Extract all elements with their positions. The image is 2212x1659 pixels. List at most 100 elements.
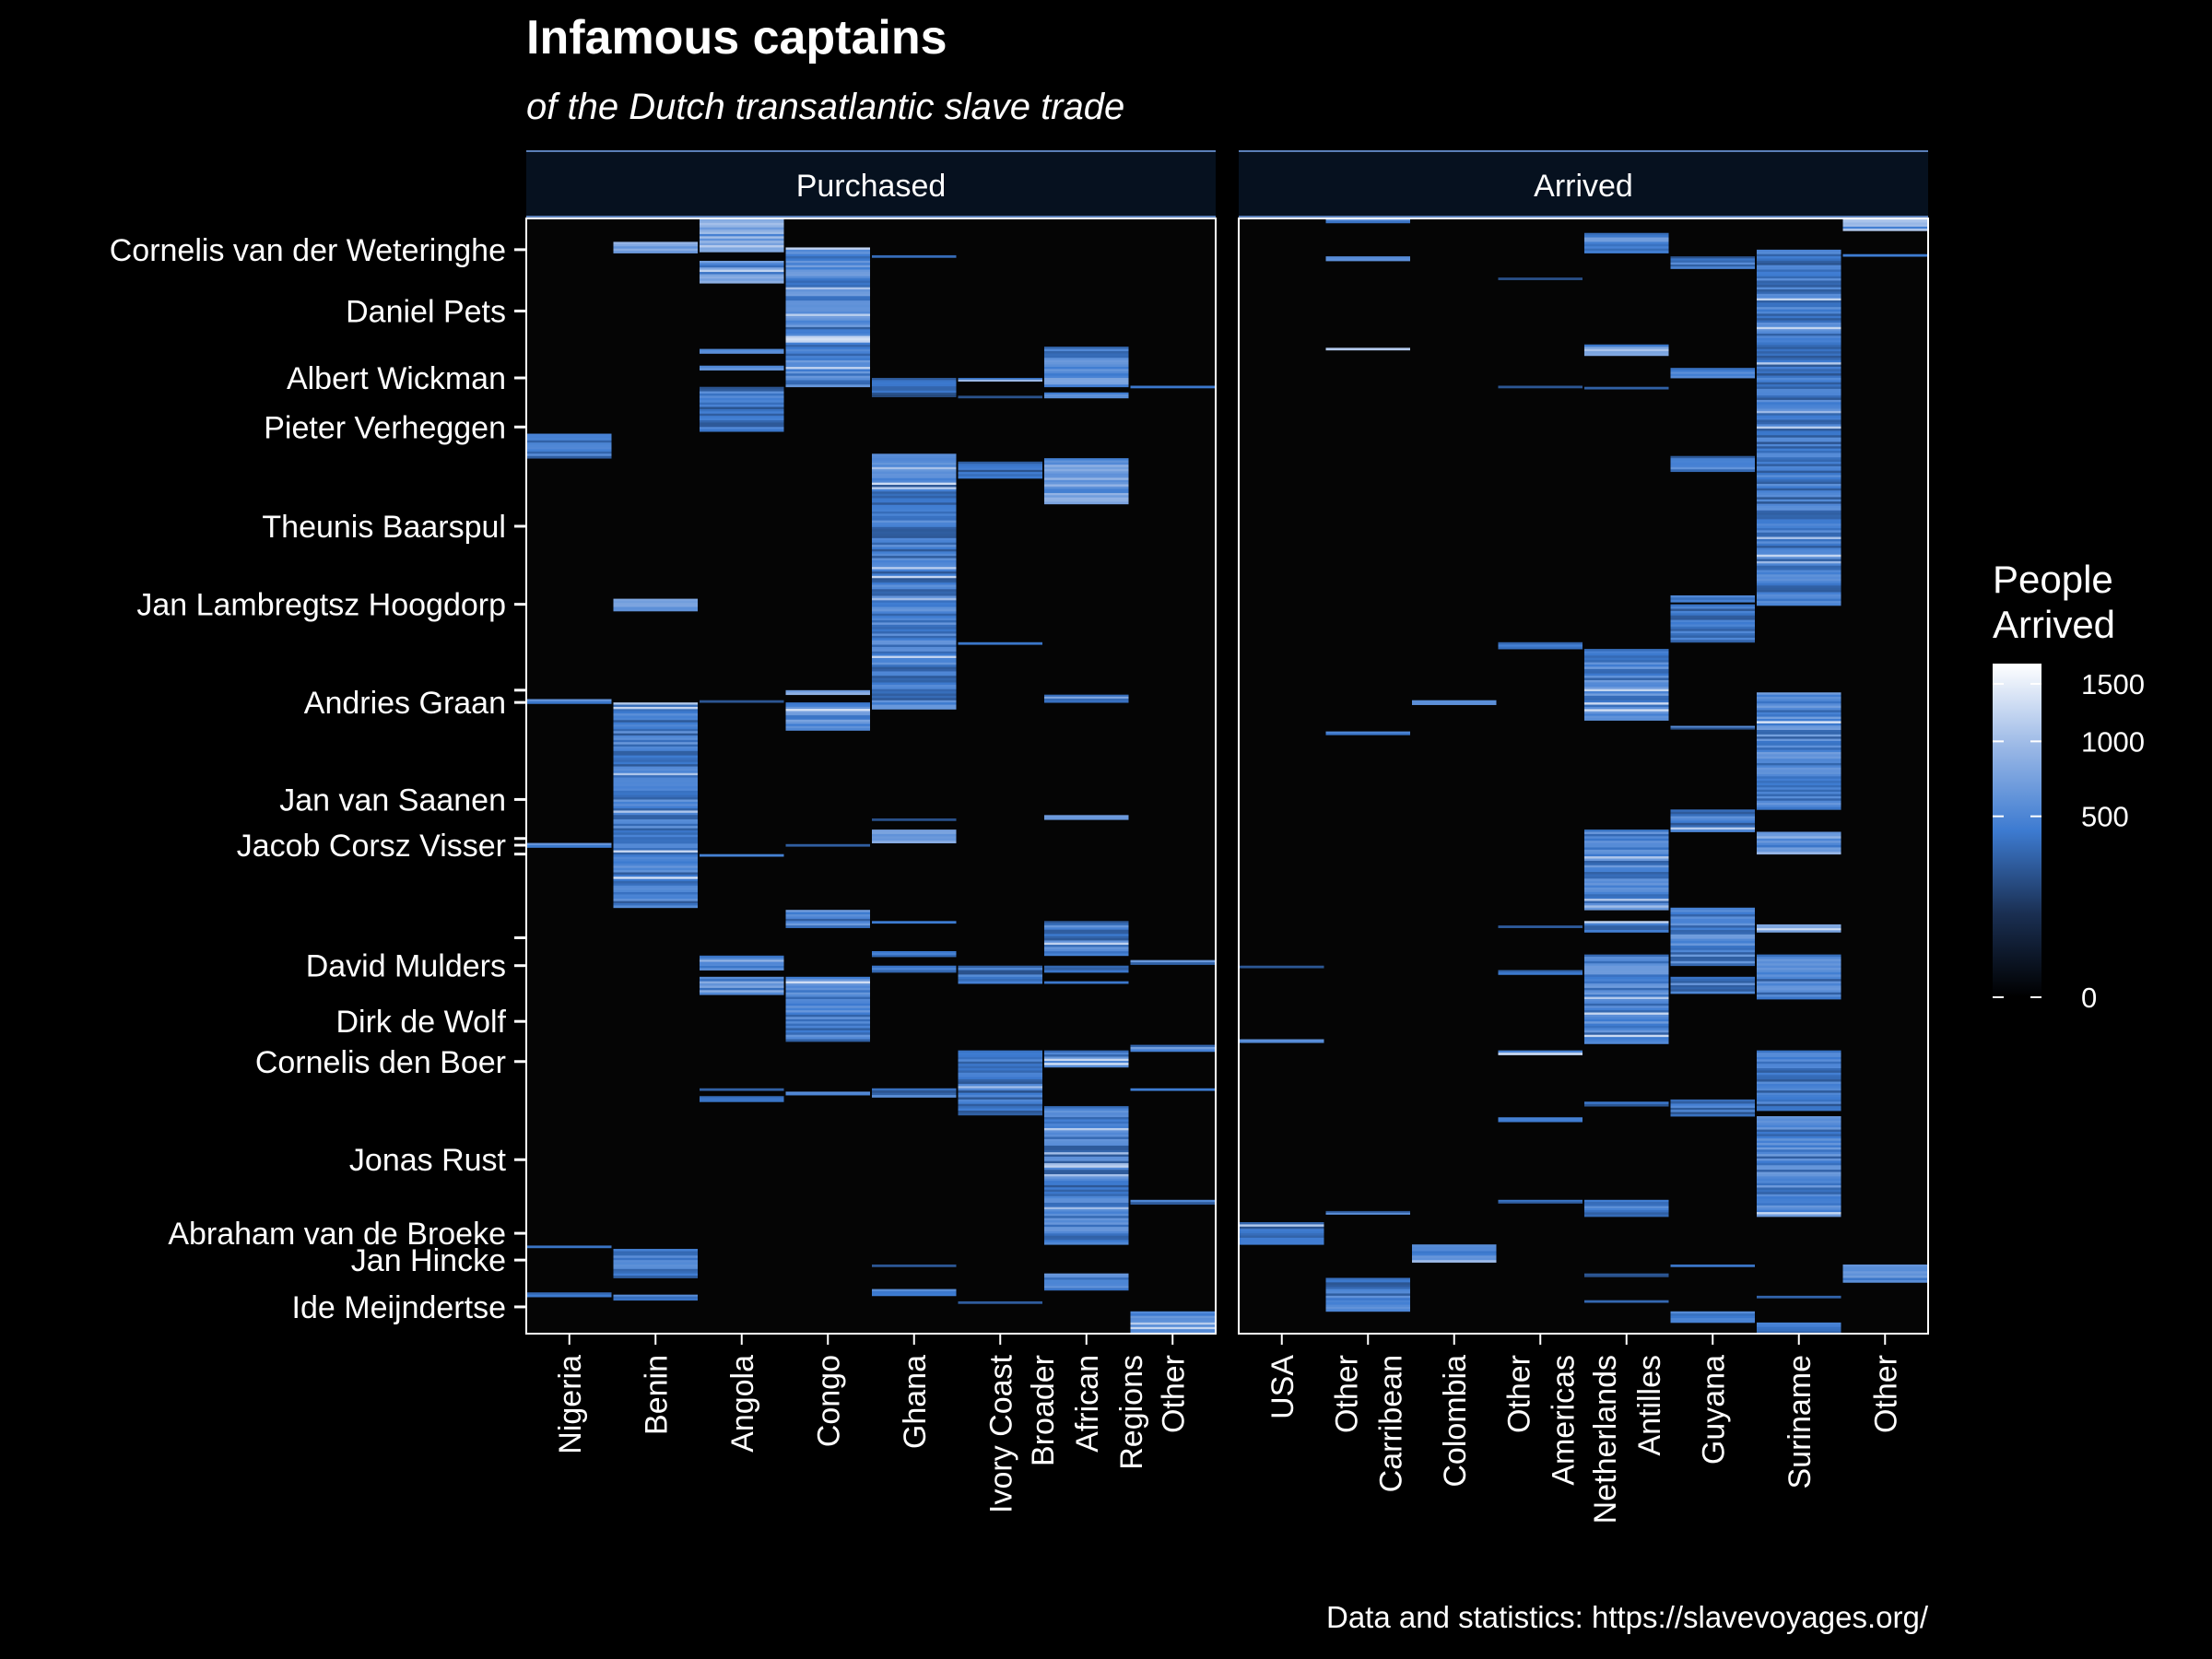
heatmap-cell xyxy=(1757,1083,1841,1087)
heatmap-cell xyxy=(1584,845,1669,848)
heatmap-cell xyxy=(1044,460,1129,464)
heatmap-cell xyxy=(872,638,957,641)
heatmap-cell xyxy=(700,350,784,354)
heatmap-cell xyxy=(1044,948,1129,952)
y-tick-label-theunis-baarspul: Theunis Baarspul xyxy=(262,510,506,545)
heatmap-cell xyxy=(1757,430,1841,434)
heatmap-cell xyxy=(785,324,870,328)
heatmap-cell xyxy=(1584,688,1669,692)
heatmap-cell xyxy=(700,400,784,404)
heatmap-cell xyxy=(1757,1322,1841,1325)
heatmap-cell xyxy=(613,845,698,849)
heatmap-cell xyxy=(1757,391,1841,394)
heatmap-cell xyxy=(613,1260,698,1263)
heatmap-cell xyxy=(872,394,957,397)
heatmap-cell xyxy=(1584,865,1669,868)
heatmap-cell xyxy=(1757,287,1841,290)
heatmap-cell xyxy=(1842,1279,1927,1283)
heatmap-cell xyxy=(613,812,698,816)
heatmap-cell xyxy=(613,1253,698,1256)
heatmap-cell xyxy=(1757,371,1841,374)
heatmap-cell xyxy=(1044,940,1129,944)
heatmap-cell xyxy=(958,1086,1042,1089)
heatmap-cell xyxy=(1584,677,1669,681)
heatmap-cell xyxy=(1757,397,1841,401)
heatmap-cell xyxy=(1757,1108,1841,1112)
heatmap-cell xyxy=(700,269,784,273)
heatmap-cell xyxy=(1757,736,1841,739)
heatmap-cell xyxy=(785,287,870,290)
heatmap-cell xyxy=(613,1273,698,1277)
heatmap-cell xyxy=(1757,358,1841,361)
x-tick-label-arrived-guyana: Guyana xyxy=(1696,1355,1731,1465)
heatmap-cell xyxy=(1584,695,1669,699)
heatmap-cell xyxy=(1670,932,1755,935)
heatmap-cell xyxy=(1757,1138,1841,1142)
heatmap-cell xyxy=(1584,347,1669,349)
heatmap-cell xyxy=(1584,925,1669,928)
heatmap-cell xyxy=(785,369,870,372)
heatmap-cell xyxy=(1757,373,1841,376)
heatmap-cell xyxy=(872,575,957,579)
heatmap-cell xyxy=(1044,1125,1129,1129)
heatmap-cell xyxy=(1584,970,1669,973)
heatmap-cell xyxy=(1757,347,1841,350)
heatmap-cell xyxy=(1584,968,1669,971)
heatmap-cell xyxy=(1412,1249,1497,1252)
heatmap-cell xyxy=(1044,927,1129,931)
heatmap-cell xyxy=(1757,568,1841,571)
heatmap-cell xyxy=(1757,322,1841,325)
heatmap-cell xyxy=(1757,1054,1841,1058)
heatmap-cell xyxy=(613,863,698,866)
heatmap-cell xyxy=(1044,1288,1129,1291)
heatmap-cell xyxy=(1757,1159,1841,1161)
heatmap-cell xyxy=(1757,470,1841,474)
heatmap-cell xyxy=(1757,1214,1841,1218)
heatmap-cell xyxy=(613,1298,698,1301)
heatmap-cell xyxy=(1044,965,1129,969)
heatmap-cell xyxy=(700,955,784,959)
heatmap-cell xyxy=(1757,353,1841,357)
heatmap-cell xyxy=(1584,687,1669,690)
heatmap-cell xyxy=(1670,266,1755,269)
heatmap-cell xyxy=(1670,987,1755,990)
heatmap-cell xyxy=(785,992,870,995)
heatmap-cell xyxy=(785,1028,870,1031)
heatmap-cell xyxy=(1044,1176,1129,1180)
heatmap-cell xyxy=(1757,992,1841,995)
heatmap-cell xyxy=(1584,713,1669,717)
panel-border-arrived xyxy=(1238,218,1929,1335)
heatmap-cell xyxy=(1670,916,1755,920)
heatmap-cell xyxy=(1584,1275,1669,1277)
heatmap-cell xyxy=(613,783,698,787)
heatmap-cell xyxy=(872,515,957,519)
heatmap-cell xyxy=(872,480,957,484)
heatmap-cell xyxy=(1670,822,1755,826)
heatmap-cell xyxy=(958,472,1042,475)
heatmap-cell xyxy=(1044,1187,1129,1191)
heatmap-cell xyxy=(1130,1326,1215,1330)
heatmap-cell xyxy=(872,548,957,552)
heatmap-cell xyxy=(613,1266,698,1270)
heatmap-cell xyxy=(1757,806,1841,810)
heatmap-cell xyxy=(700,963,784,967)
heatmap-cell xyxy=(613,742,698,746)
heatmap-cell xyxy=(872,540,957,544)
heatmap-cell xyxy=(613,733,698,736)
heatmap-cell xyxy=(1670,959,1755,962)
heatmap-cell xyxy=(785,1091,870,1094)
heatmap-cell xyxy=(958,469,1042,473)
heatmap-cell xyxy=(1240,1226,1324,1230)
heatmap-cell xyxy=(1044,1063,1129,1065)
heatmap-cell xyxy=(613,608,698,612)
heatmap-cell xyxy=(1757,1090,1841,1094)
heatmap-cell xyxy=(958,981,1042,984)
heatmap-cell xyxy=(700,422,784,426)
heatmap-cell xyxy=(1757,342,1841,346)
heatmap-cell xyxy=(1757,694,1841,698)
heatmap-cell xyxy=(700,260,784,264)
heatmap-cell xyxy=(785,296,870,300)
x-tick-label-purchased-angola: Angola xyxy=(725,1355,760,1453)
heatmap-cell xyxy=(872,388,957,392)
heatmap-cell xyxy=(1044,462,1129,465)
